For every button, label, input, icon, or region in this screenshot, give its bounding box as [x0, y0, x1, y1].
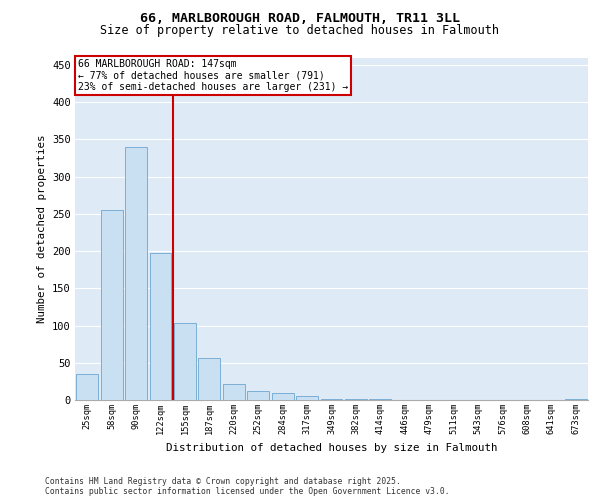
Bar: [199, 358, 220, 400]
Bar: [296, 396, 318, 400]
Bar: [320, 398, 343, 400]
X-axis label: Distribution of detached houses by size in Falmouth: Distribution of detached houses by size …: [166, 442, 497, 452]
Bar: [149, 252, 172, 400]
Bar: [101, 210, 122, 400]
Text: Contains HM Land Registry data © Crown copyright and database right 2025.
Contai: Contains HM Land Registry data © Crown c…: [45, 476, 449, 496]
Bar: [272, 394, 293, 400]
Bar: [565, 398, 587, 400]
Text: 66, MARLBOROUGH ROAD, FALMOUTH, TR11 3LL: 66, MARLBOROUGH ROAD, FALMOUTH, TR11 3LL: [140, 12, 460, 26]
Y-axis label: Number of detached properties: Number of detached properties: [37, 134, 47, 323]
Text: 66 MARLBOROUGH ROAD: 147sqm
← 77% of detached houses are smaller (791)
23% of se: 66 MARLBOROUGH ROAD: 147sqm ← 77% of det…: [77, 59, 348, 92]
Bar: [76, 374, 98, 400]
Bar: [125, 147, 147, 400]
Bar: [223, 384, 245, 400]
Text: Size of property relative to detached houses in Falmouth: Size of property relative to detached ho…: [101, 24, 499, 37]
Bar: [174, 322, 196, 400]
Bar: [247, 391, 269, 400]
